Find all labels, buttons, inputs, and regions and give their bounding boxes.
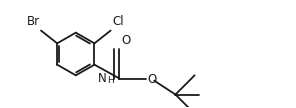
Text: N: N xyxy=(97,72,106,85)
Text: H: H xyxy=(107,76,114,85)
Text: Cl: Cl xyxy=(112,15,124,28)
Text: O: O xyxy=(147,73,157,86)
Text: O: O xyxy=(121,34,130,47)
Text: Br: Br xyxy=(26,15,40,28)
